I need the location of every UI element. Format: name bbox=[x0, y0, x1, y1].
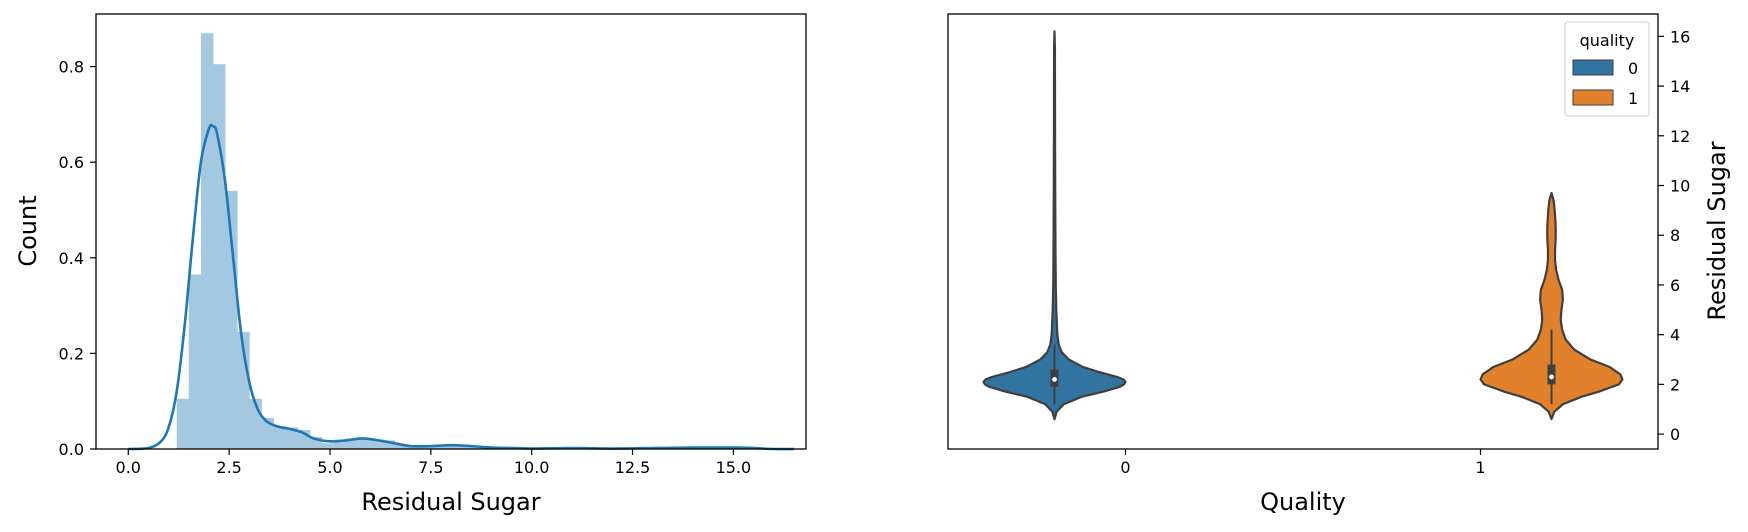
legend-label-0: 0 bbox=[1628, 59, 1638, 78]
histogram-bar-3 bbox=[212, 64, 226, 449]
histogram-bar-11 bbox=[309, 437, 323, 449]
histogram-x-axis-label: Residual Sugar bbox=[361, 488, 540, 516]
y-tick-label: 8 bbox=[1670, 226, 1680, 245]
histogram-bar-22 bbox=[442, 445, 456, 449]
violin-y-ticks: 0 2 4 6 8 10 12 14 16 bbox=[1658, 27, 1690, 444]
y-tick-label: 14 bbox=[1670, 77, 1690, 96]
histogram-bar-23 bbox=[455, 446, 468, 449]
y-tick-label: 16 bbox=[1670, 27, 1690, 46]
histogram-bar-1 bbox=[188, 274, 202, 449]
histogram-bar-12 bbox=[321, 443, 335, 449]
violin-plot-area bbox=[982, 30, 1624, 421]
y-tick-label: 2 bbox=[1670, 375, 1680, 394]
violin-frame bbox=[947, 13, 1659, 450]
violin-x-axis-label: Quality bbox=[1260, 488, 1346, 516]
y-tick-label: 10 bbox=[1670, 177, 1690, 196]
histogram-bar-17 bbox=[382, 440, 395, 449]
y-tick-label: 4 bbox=[1670, 326, 1680, 345]
x-tick-label: 2.5 bbox=[216, 458, 241, 477]
violin-0 bbox=[982, 30, 1127, 421]
y-tick-label: 12 bbox=[1670, 127, 1690, 146]
histogram-y-axis-label: Count bbox=[14, 195, 42, 266]
histogram-bar-20 bbox=[418, 447, 432, 449]
violin-1 bbox=[1479, 191, 1624, 421]
histogram-bar-18 bbox=[394, 444, 408, 449]
histogram-bar-16 bbox=[370, 439, 383, 449]
histogram-bar-0 bbox=[176, 398, 190, 449]
x-tick-label: 5.0 bbox=[317, 458, 342, 477]
y-tick-label: 0.6 bbox=[59, 153, 84, 172]
histogram-bar-24 bbox=[467, 446, 480, 449]
x-tick-label: 1 bbox=[1475, 458, 1485, 477]
histogram-bar-2 bbox=[200, 33, 214, 450]
x-tick-label: 10.0 bbox=[514, 458, 550, 477]
y-tick-label: 0.2 bbox=[59, 344, 84, 363]
histogram-bar-7 bbox=[261, 417, 274, 449]
x-tick-label: 7.5 bbox=[418, 458, 443, 477]
x-tick-label: 12.5 bbox=[615, 458, 651, 477]
x-tick-label: 15.0 bbox=[716, 458, 752, 477]
histogram-plot-area bbox=[128, 33, 794, 451]
legend-title: quality bbox=[1580, 31, 1635, 50]
histogram-y-ticks: 0.0 0.2 0.4 0.6 0.8 bbox=[59, 58, 96, 459]
y-tick-label: 0 bbox=[1670, 425, 1680, 444]
legend-swatch-0 bbox=[1572, 59, 1614, 76]
legend: quality 0 1 bbox=[1564, 21, 1650, 117]
histogram-bar-13 bbox=[334, 439, 347, 449]
histogram-frame bbox=[95, 13, 807, 450]
kde-line bbox=[128, 123, 794, 451]
legend-label-1: 1 bbox=[1628, 89, 1638, 108]
violin-median-0 bbox=[1052, 377, 1057, 382]
violin-y-axis-label: Residual Sugar bbox=[1703, 141, 1731, 320]
legend-swatch-1 bbox=[1572, 89, 1614, 106]
histogram-x-ticks: 0.0 2.5 5.0 7.5 10.0 12.5 15.0 bbox=[116, 449, 752, 477]
histogram-bar-4 bbox=[225, 190, 238, 449]
x-tick-label: 0 bbox=[1120, 458, 1130, 477]
violin-median-1 bbox=[1549, 374, 1554, 380]
histogram-panel: 0.0 2.5 5.0 7.5 10.0 12.5 15.0 0.0 0.2 0.4 0.6 0.8… bbox=[14, 13, 807, 516]
y-tick-label: 6 bbox=[1670, 276, 1680, 295]
histogram-bar-19 bbox=[406, 446, 420, 449]
y-tick-label: 0.8 bbox=[59, 58, 84, 77]
x-tick-label: 0.0 bbox=[116, 458, 141, 477]
histogram-bar-15 bbox=[358, 438, 371, 449]
histogram-bar-14 bbox=[346, 438, 359, 449]
histogram-bar-8 bbox=[273, 426, 286, 449]
histogram-bar-9 bbox=[285, 427, 299, 449]
y-tick-label: 0.0 bbox=[59, 440, 84, 459]
y-tick-label: 0.4 bbox=[59, 249, 84, 268]
violin-box-1 bbox=[1547, 364, 1556, 385]
